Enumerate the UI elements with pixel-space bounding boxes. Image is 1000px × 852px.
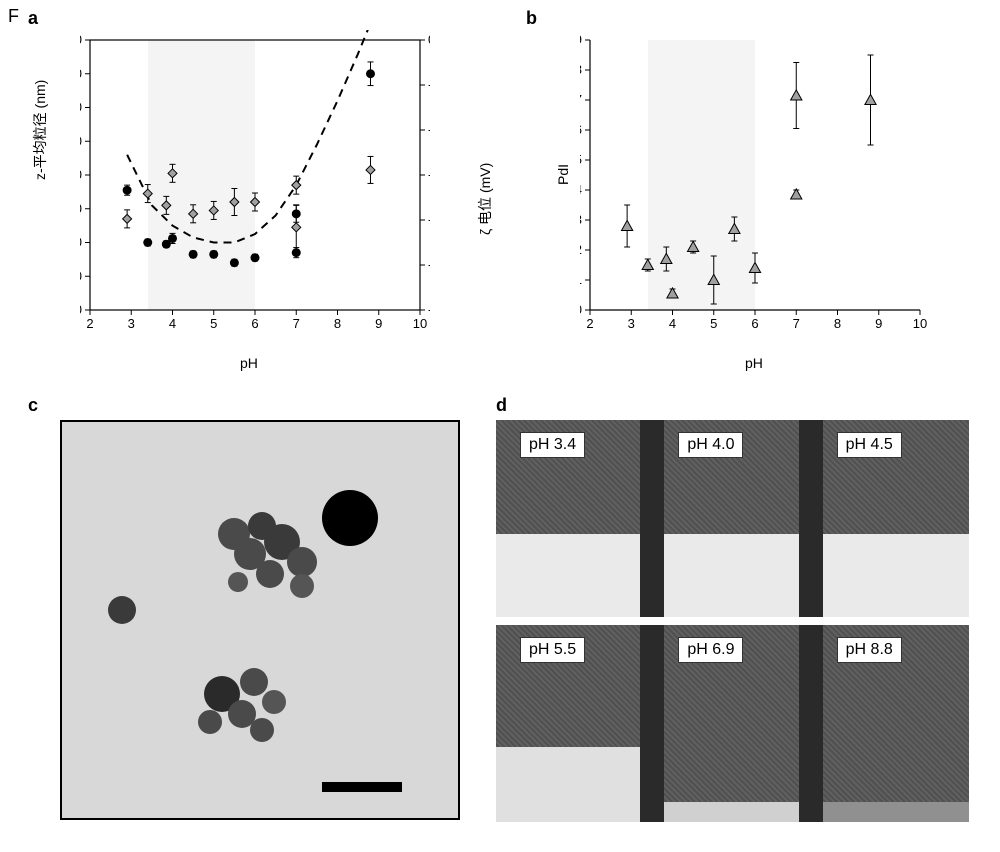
svg-text:8: 8 bbox=[334, 316, 341, 331]
panel-d-photos: pH 3.4 pH 4.0 pH 4.5 pH 5.5 pH 6.9 pH 8.8 bbox=[496, 420, 971, 822]
tem-particle bbox=[228, 572, 248, 592]
svg-text:6: 6 bbox=[751, 316, 758, 331]
panel-d-label: d bbox=[496, 395, 507, 416]
tem-particle bbox=[198, 710, 222, 734]
photo-label: pH 4.5 bbox=[837, 432, 902, 458]
svg-text:10: 10 bbox=[413, 316, 427, 331]
svg-text:0: 0 bbox=[428, 32, 430, 47]
photo-label: pH 3.4 bbox=[520, 432, 585, 458]
svg-text:0.3: 0.3 bbox=[580, 212, 582, 227]
svg-text:4: 4 bbox=[669, 316, 676, 331]
svg-text:200: 200 bbox=[80, 235, 82, 250]
chart-b-ylabel: PdI bbox=[555, 164, 571, 185]
tem-particle bbox=[256, 560, 284, 588]
tem-particle bbox=[262, 690, 286, 714]
liquid bbox=[496, 534, 652, 617]
chart-b-xlabel: pH bbox=[745, 355, 763, 371]
chart-a: 23456789100100200300400500600700800-60-5… bbox=[80, 30, 430, 340]
svg-text:0.9: 0.9 bbox=[580, 32, 582, 47]
photo-cell: pH 6.9 bbox=[654, 625, 810, 822]
svg-text:0: 0 bbox=[80, 302, 82, 317]
tem-particle bbox=[290, 574, 314, 598]
svg-text:-60: -60 bbox=[428, 302, 430, 317]
svg-text:-20: -20 bbox=[428, 122, 430, 137]
tem-particle bbox=[322, 490, 378, 546]
photo-label: pH 8.8 bbox=[837, 637, 902, 663]
tem-particle bbox=[108, 596, 136, 624]
svg-text:8: 8 bbox=[834, 316, 841, 331]
chart-a-xlabel: pH bbox=[240, 355, 258, 371]
svg-text:6: 6 bbox=[251, 316, 258, 331]
svg-text:700: 700 bbox=[80, 66, 82, 81]
chart-a-ylabel-right: ζ 电位 (mV) bbox=[475, 163, 495, 235]
chart-a-ylabel-left: z-平均粒径 (nm) bbox=[30, 80, 50, 180]
liquid bbox=[496, 747, 652, 822]
svg-text:0.7: 0.7 bbox=[580, 92, 582, 107]
svg-text:4: 4 bbox=[169, 316, 176, 331]
svg-text:0.1: 0.1 bbox=[580, 272, 582, 287]
svg-text:-30: -30 bbox=[428, 167, 430, 182]
photo-cell: pH 8.8 bbox=[813, 625, 969, 822]
svg-text:0: 0 bbox=[580, 302, 582, 317]
panel-c-label: c bbox=[28, 395, 38, 416]
scale-bar bbox=[322, 782, 402, 792]
svg-text:0.8: 0.8 bbox=[580, 62, 582, 77]
svg-text:9: 9 bbox=[875, 316, 882, 331]
svg-text:7: 7 bbox=[293, 316, 300, 331]
svg-text:9: 9 bbox=[375, 316, 382, 331]
liquid bbox=[813, 534, 969, 617]
svg-text:5: 5 bbox=[710, 316, 717, 331]
photo-label: pH 4.0 bbox=[678, 432, 743, 458]
ruler bbox=[799, 625, 823, 822]
panel-b-label: b bbox=[526, 8, 537, 29]
svg-text:500: 500 bbox=[80, 133, 82, 148]
svg-text:2: 2 bbox=[586, 316, 593, 331]
photo-label: pH 6.9 bbox=[678, 637, 743, 663]
tem-particle bbox=[240, 668, 268, 696]
panel-c-tem bbox=[60, 420, 460, 820]
svg-text:2: 2 bbox=[86, 316, 93, 331]
photo-cell: pH 3.4 bbox=[496, 420, 652, 617]
svg-text:0.5: 0.5 bbox=[580, 152, 582, 167]
photo-cell: pH 5.5 bbox=[496, 625, 652, 822]
svg-text:0.2: 0.2 bbox=[580, 242, 582, 257]
svg-text:10: 10 bbox=[913, 316, 927, 331]
panel-a-label: a bbox=[28, 8, 38, 29]
svg-text:5: 5 bbox=[210, 316, 217, 331]
ruler bbox=[640, 625, 664, 822]
svg-text:3: 3 bbox=[628, 316, 635, 331]
photo-cell: pH 4.0 bbox=[654, 420, 810, 617]
svg-text:-50: -50 bbox=[428, 257, 430, 272]
photo-cell: pH 4.5 bbox=[813, 420, 969, 617]
svg-text:100: 100 bbox=[80, 268, 82, 283]
svg-text:300: 300 bbox=[80, 201, 82, 216]
liquid bbox=[813, 802, 969, 822]
svg-text:0.6: 0.6 bbox=[580, 122, 582, 137]
tem-particle bbox=[287, 547, 317, 577]
svg-text:3: 3 bbox=[128, 316, 135, 331]
tem-particle bbox=[250, 718, 274, 742]
figure-label: F bbox=[8, 6, 19, 27]
svg-text:800: 800 bbox=[80, 32, 82, 47]
liquid bbox=[654, 802, 810, 822]
chart-b: 2 3 4 5 6 7 8 9 10 0 0.1 0.2 0.3 0.4 0.5 0.6 0.7 0.8 0.9 bbox=[580, 30, 930, 340]
svg-text:400: 400 bbox=[80, 167, 82, 182]
ruler bbox=[640, 420, 664, 617]
photo-label: pH 5.5 bbox=[520, 637, 585, 663]
liquid bbox=[654, 534, 810, 617]
svg-text:0.4: 0.4 bbox=[580, 182, 582, 197]
ruler bbox=[799, 420, 823, 617]
svg-text:-40: -40 bbox=[428, 212, 430, 227]
svg-text:600: 600 bbox=[80, 100, 82, 115]
svg-text:-10: -10 bbox=[428, 77, 430, 92]
svg-text:7: 7 bbox=[793, 316, 800, 331]
